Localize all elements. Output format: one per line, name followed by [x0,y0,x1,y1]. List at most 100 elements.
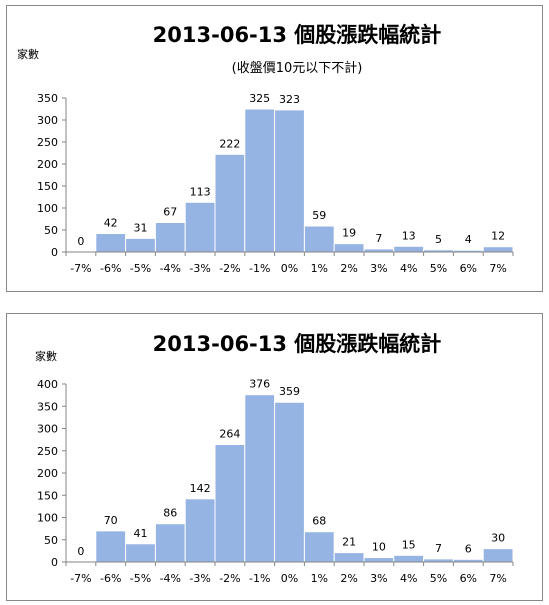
bar [154,222,186,253]
bar [184,201,216,253]
plot-area: 0 50 100 150 200 250 300 350 400 0 70 41 86 142 264 376… [37,378,514,585]
bar [154,523,186,563]
data-label: 6 [465,542,472,555]
x-tick-label: -1% [249,262,270,275]
data-label: 142 [190,482,211,495]
plot-area: 0 50 100 150 200 250 300 350 0 42 31 67 113 222 325 323… [37,92,514,275]
data-label: 67 [163,206,177,219]
y-tick-label: 200 [37,467,58,480]
data-label: 59 [312,209,326,222]
x-tick-label: -7% [70,262,91,275]
y-tick-label: 50 [44,534,58,547]
data-label: 323 [279,93,300,106]
bar [244,394,276,563]
bar [95,530,127,563]
x-tick-label: 6% [460,262,477,275]
x-tick-label: -2% [219,572,240,585]
data-label: 19 [342,227,356,240]
data-label: 5 [435,233,442,246]
bar [125,237,156,253]
x-tick-label: -4% [160,572,181,585]
y-tick-label: 50 [44,224,58,237]
bar [333,243,365,253]
chart-subtitle: (收盤價10元以下不計) [232,60,363,76]
x-tick-label: 0% [281,262,298,275]
y-tick-label: 150 [37,180,58,193]
x-tick-label: -2% [219,262,240,275]
x-tick-label: -4% [160,262,181,275]
y-tick-label: 100 [37,202,58,215]
chart-2: 2013-06-13 個股漲跌幅統計 家數 050100150200250300… [35,332,514,585]
bar [184,498,216,563]
x-tick-label: 4% [400,262,417,275]
x-tick-label: 5% [430,572,447,585]
data-label: 0 [77,235,84,248]
data-label: 68 [312,515,326,528]
x-tick-label: 3% [370,572,387,585]
x-tick-label: -1% [249,572,270,585]
y-axis-label: 家數 [17,47,39,61]
x-tick-label: -6% [100,572,121,585]
data-label: 13 [402,229,416,242]
x-tick-label: -5% [130,572,151,585]
y-tick-label: 300 [37,114,58,127]
x-tick-label: -6% [100,262,121,275]
bar [125,543,156,563]
data-label: 359 [279,385,300,398]
bar [303,531,335,563]
bar [393,554,425,563]
data-label: 7 [435,542,442,555]
data-label: 113 [190,185,211,198]
data-label: 30 [491,532,505,545]
bar [333,552,365,563]
data-label: 70 [104,514,118,527]
bar [482,246,514,253]
y-tick-label: 150 [37,489,58,502]
data-label: 4 [465,233,472,246]
data-label: 42 [104,217,118,230]
x-tick-label: 7% [489,262,506,275]
y-tick-label: 200 [37,158,58,171]
data-label: 376 [249,378,270,391]
x-tick-label: -3% [189,572,210,585]
x-tick-label: 5% [430,262,447,275]
bar [482,548,514,563]
chart-title: 2013-06-13 個股漲跌幅統計 [153,23,442,47]
y-tick-label: 350 [37,92,58,105]
bar [303,225,335,253]
y-tick-label: 400 [37,378,58,391]
bar [274,401,305,563]
bar [214,444,246,563]
bar [274,109,305,253]
data-label: 264 [219,428,240,441]
data-label: 15 [402,538,416,551]
chart-1: 2013-06-13 個股漲跌幅統計 (收盤價10元以下不計) 家數 05010… [17,23,514,275]
chart-panel-1: 2013-06-13 個股漲跌幅統計 (收盤價10元以下不計) 家數 0 50 10… [6,5,543,292]
x-tick-label: -7% [70,572,91,585]
data-label: 325 [249,92,270,105]
data-label: 41 [134,527,148,540]
y-tick-label: 250 [37,445,58,458]
y-tick-label: 0 [51,556,58,569]
chart-panel-2: 2013-06-13 個股漲跌幅統計 家數 0 50 100 150 200 250 300… [6,313,543,601]
y-axis-label: 家數 [35,349,57,363]
x-tick-label: 2% [340,572,357,585]
data-label: 31 [134,221,148,234]
y-tick-label: 0 [51,246,58,259]
x-tick-label: 0% [281,572,298,585]
bar [393,245,425,253]
bar [95,233,127,253]
x-tick-label: 7% [489,572,506,585]
data-label: 10 [372,541,386,554]
y-tick-label: 100 [37,512,58,525]
x-tick-label: 1% [311,572,328,585]
x-tick-label: -5% [130,262,151,275]
data-label: 21 [342,536,356,549]
y-tick-label: 300 [37,423,58,436]
x-tick-label: 6% [460,572,477,585]
y-tick-label: 350 [37,400,58,413]
x-tick-label: 3% [370,262,387,275]
data-label: 7 [375,232,382,245]
x-tick-label: 1% [311,262,328,275]
bar [214,153,246,253]
